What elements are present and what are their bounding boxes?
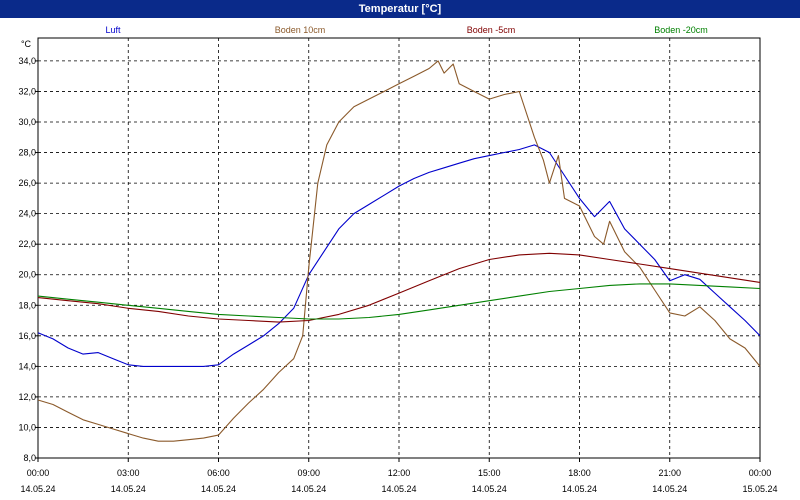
legend-entry-2: Boden 10cm [275, 25, 326, 35]
x-tick-date: 14.05.24 [562, 484, 597, 494]
y-tick-label: 34,0 [18, 56, 36, 66]
series-line-4 [37, 283, 761, 320]
y-tick-label: 18,0 [18, 300, 36, 310]
grid-layer [37, 37, 761, 459]
y-tick-label: 28,0 [18, 148, 36, 158]
y-tick-label: 32,0 [18, 86, 36, 96]
x-tick-time: 12:00 [388, 468, 411, 478]
x-tick-time: 00:00 [749, 468, 772, 478]
legend-layer: Luft Boden 10cm Boden -5cm Boden -20cm [105, 25, 707, 35]
y-tick-label: 16,0 [18, 331, 36, 341]
y-tick-label: 10,0 [18, 422, 36, 432]
y-tick-label: 22,0 [18, 239, 36, 249]
legend-entry-1: Luft [105, 25, 121, 35]
y-tick-label: 24,0 [18, 209, 36, 219]
y-tick-label: 30,0 [18, 117, 36, 127]
axes-layer: 8,0 10,0 12,0 14,0 16,0 18,0 20,0 22,0 24,0 26,0 2… [18, 39, 777, 494]
series-layer [37, 60, 761, 442]
y-tick-label: 12,0 [18, 392, 36, 402]
x-tick-date: 14.05.24 [381, 484, 416, 494]
series-line-2 [37, 60, 761, 442]
y-tick-label: 14,0 [18, 361, 36, 371]
series-line-1 [37, 144, 761, 367]
x-tick-date: 14.05.24 [201, 484, 236, 494]
x-tick-time: 21:00 [658, 468, 681, 478]
x-tick-date: 14.05.24 [111, 484, 146, 494]
y-axis-label: °C [21, 39, 32, 49]
x-tick-date: 14.05.24 [291, 484, 326, 494]
chart-title: Temperatur [°C] [0, 0, 800, 18]
x-tick-time: 06:00 [207, 468, 230, 478]
x-tick-time: 00:00 [27, 468, 50, 478]
legend-entry-4: Boden -20cm [654, 25, 708, 35]
x-tick-date: 14.05.24 [20, 484, 55, 494]
x-tick-date: 14.05.24 [652, 484, 687, 494]
x-tick-date: 15.05.24 [742, 484, 777, 494]
y-tick-label: 20,0 [18, 270, 36, 280]
x-tick-date: 14.05.24 [472, 484, 507, 494]
x-tick-time: 09:00 [297, 468, 320, 478]
x-tick-time: 15:00 [478, 468, 501, 478]
y-tick-label: 8,0 [23, 453, 36, 463]
legend-entry-3: Boden -5cm [467, 25, 516, 35]
series-line-3 [37, 252, 761, 323]
x-tick-time: 03:00 [117, 468, 140, 478]
x-tick-time: 18:00 [568, 468, 591, 478]
y-tick-label: 26,0 [18, 178, 36, 188]
